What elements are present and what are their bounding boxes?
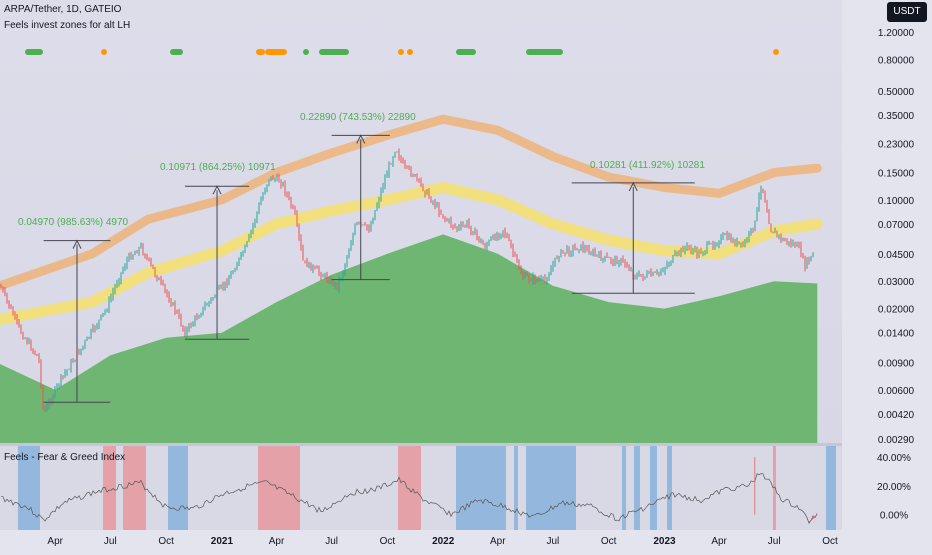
time-tick-label: 2023 [653, 536, 676, 547]
price-tick-label: 0.00420 [878, 410, 915, 421]
time-axis: Apr Jul Oct 2021 Apr Jul Oct 2022 Apr Jul Oct 2023 A… [47, 536, 838, 547]
fear-zone [667, 446, 672, 530]
fear-zone [634, 446, 640, 530]
time-tick-label: 2021 [211, 536, 234, 547]
price-tick-label: 0.80000 [878, 55, 915, 66]
price-tick-label: 0.50000 [878, 87, 915, 98]
index-tick-label: 40.00% [877, 453, 911, 464]
price-tick-label: 0.10000 [878, 196, 915, 207]
invest-zone-markers [25, 49, 779, 55]
price-tick-label: 0.00600 [878, 386, 915, 397]
price-tick-label: 0.00290 [878, 435, 915, 446]
time-tick-label: Oct [380, 536, 396, 547]
indicator-legend[interactable]: Feels invest zones for alt LH [4, 20, 131, 31]
price-tick-label: 0.07000 [878, 220, 915, 231]
fear-greed-last-segment [809, 514, 818, 523]
price-tick-label: 0.02000 [878, 305, 915, 316]
fear-zone [826, 446, 836, 530]
measure-arrow-3 [331, 134, 390, 281]
symbol-legend[interactable]: ARPA/Tether, 1D, GATEIO [4, 4, 122, 15]
fear-greed-line [1, 473, 818, 524]
fear-greed-chart[interactable] [0, 446, 842, 530]
sell-zone-marker [773, 49, 779, 55]
time-tick-label: Oct [601, 536, 617, 547]
time-tick-label: Jul [325, 536, 338, 547]
sell-zone-marker [398, 49, 404, 55]
price-tick-label: 0.01400 [878, 329, 915, 340]
pane-separator[interactable] [0, 443, 932, 446]
time-tick-label: Apr [711, 536, 727, 547]
time-tick-label: Apr [269, 536, 285, 547]
greed-zone [258, 446, 300, 530]
fear-greed-pane[interactable]: Feels - Fear & Greed Index [0, 446, 842, 530]
measure-label-3: 0.22890 (743.53%) 22890 [300, 112, 416, 123]
time-tick-label: 2022 [432, 536, 455, 547]
price-tick-label: 0.23000 [878, 140, 915, 151]
lower-band-area [0, 234, 818, 443]
measure-label-4: 0.10281 (411.92%) 10281 [590, 160, 705, 171]
buy-zone-marker [303, 49, 309, 55]
fear-zone [526, 446, 576, 530]
price-tick-label: 0.00900 [878, 359, 915, 370]
price-tick-label: 0.04500 [878, 250, 915, 261]
fear-zone [622, 446, 626, 530]
fear-zone [514, 446, 518, 530]
time-tick-label: Jul [547, 536, 560, 547]
greed-zone [123, 446, 146, 530]
upper-band-line [0, 114, 822, 291]
fear-zone [650, 446, 657, 530]
time-tick-label: Jul [104, 536, 117, 547]
price-tick-label: 0.03000 [878, 277, 915, 288]
price-axis: 1.20000 0.80000 0.50000 0.35000 0.23000 0.150… [877, 28, 915, 522]
time-tick-label: Jul [768, 536, 781, 547]
greed-zone [773, 446, 776, 530]
price-tick-label: 0.15000 [878, 169, 915, 180]
measure-label-2: 0.10971 (864.25%) 10971 [160, 162, 276, 173]
fear-zone [168, 446, 188, 530]
greed-zone [103, 446, 116, 530]
price-chart[interactable] [0, 0, 842, 443]
price-tick-label: 1.20000 [878, 28, 915, 39]
greed-zone [398, 446, 421, 530]
fear-zone [18, 446, 40, 530]
price-tick-label: 0.35000 [878, 111, 915, 122]
sell-zone-marker [407, 49, 413, 55]
measure-arrow-2 [184, 185, 250, 340]
measure-arrow-1 [43, 239, 111, 403]
sell-zone-marker [101, 49, 107, 55]
time-scale[interactable]: Apr Jul Oct 2021 Apr Jul Oct 2022 Apr Jul Oct 2023 A… [0, 530, 842, 550]
time-tick-label: Oct [822, 536, 838, 547]
time-tick-label: Apr [47, 536, 63, 547]
measure-label-1: 0.04970 (985.63%) 4970 [18, 217, 129, 228]
index-tick-label: 0.00% [880, 511, 908, 522]
fear-zone [456, 446, 506, 530]
main-chart-pane[interactable]: ARPA/Tether, 1D, GATEIO Feels invest zon… [0, 0, 842, 443]
measure-arrow-4 [571, 181, 695, 294]
index-tick-label: 20.00% [877, 482, 911, 493]
currency-badge[interactable]: USDT [887, 2, 927, 22]
time-tick-label: Apr [490, 536, 506, 547]
price-scale[interactable]: 1.20000 0.80000 0.50000 0.35000 0.23000 0.150… [842, 0, 932, 530]
time-tick-label: Oct [158, 536, 174, 547]
fear-greed-legend[interactable]: Feels - Fear & Greed Index [4, 452, 126, 463]
